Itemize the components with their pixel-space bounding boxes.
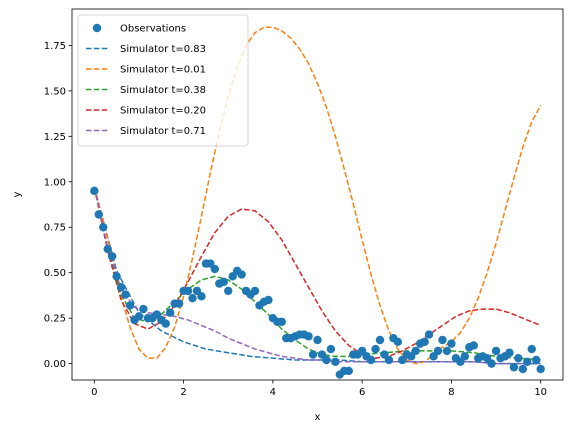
series-line — [93, 26, 542, 365]
observation-point — [210, 264, 220, 274]
y-axis-label: y — [12, 191, 23, 197]
observation-point — [99, 223, 108, 232]
observation-point — [125, 301, 135, 310]
observation-point — [469, 341, 478, 350]
observation-point — [197, 292, 206, 301]
observation-point — [112, 272, 121, 281]
observation-point — [438, 335, 447, 345]
legend-marker — [92, 23, 102, 33]
legend-label: Simulator t=0.20 — [120, 106, 206, 117]
y-tick-label: 0.75 — [44, 223, 66, 234]
observation-point — [134, 312, 144, 321]
observation-point — [139, 304, 148, 314]
observation-point — [371, 344, 380, 354]
x-tick-label: 4 — [270, 387, 276, 398]
observation-point — [224, 286, 233, 296]
observation-point — [393, 337, 403, 347]
legend-label: Simulator t=0.71 — [120, 126, 206, 137]
plot-frame — [71, 8, 564, 381]
legend: Observations Simulator t=0.83 Simulator t=… — [77, 14, 249, 147]
y-tick-label: 1.00 — [44, 177, 66, 188]
observation-point — [460, 352, 469, 361]
observation-point — [514, 353, 523, 363]
observation-point — [166, 308, 175, 317]
observation-point — [219, 277, 228, 286]
observation-point — [103, 244, 112, 254]
observation-point — [308, 350, 318, 359]
series-line — [93, 187, 541, 365]
observation-point — [313, 335, 322, 345]
legend-label: Simulator t=0.01 — [120, 65, 206, 76]
observation-point — [326, 344, 336, 354]
observation-point — [384, 355, 394, 365]
x-tick-label: 0 — [91, 387, 97, 398]
y-tick-label: 0.25 — [44, 314, 66, 325]
observation-point — [366, 355, 376, 365]
observation-point — [509, 363, 519, 372]
y-tick-label: 0.50 — [44, 268, 66, 279]
observation-point — [344, 366, 353, 376]
observation-point — [116, 283, 126, 292]
observation-point — [424, 330, 434, 339]
legend-box — [77, 14, 249, 147]
observation-point — [487, 359, 496, 368]
y-tick-label: 1.25 — [44, 132, 66, 143]
observation-point — [277, 317, 286, 326]
observation-point — [442, 346, 452, 356]
y-tick-label: 1.75 — [44, 41, 66, 52]
observation-point — [183, 286, 193, 296]
observation-point — [121, 290, 130, 299]
observation-point — [107, 252, 117, 261]
legend-label: Simulator t=0.83 — [120, 44, 206, 55]
observation-point — [411, 346, 420, 356]
observation-point — [264, 295, 273, 305]
observation-point — [375, 335, 385, 345]
observation-point — [518, 364, 528, 374]
observation-point — [331, 357, 340, 367]
x-axis-label: x — [315, 412, 321, 423]
legend-label: Simulator t=0.38 — [120, 85, 206, 96]
observation-point — [505, 348, 514, 357]
x-tick-label: 2 — [180, 387, 186, 398]
y-tick-label: 0.00 — [44, 359, 66, 370]
observation-point — [174, 299, 184, 308]
observation-point — [237, 270, 246, 279]
observation-point — [250, 286, 260, 296]
observation-point — [161, 319, 170, 328]
observation-point — [433, 346, 443, 356]
observation-point — [447, 339, 456, 348]
observation-point — [523, 357, 532, 367]
observation-point — [536, 364, 545, 374]
y-tick-label: 1.50 — [44, 86, 66, 97]
observation-point — [90, 186, 99, 196]
observation-point — [94, 210, 103, 219]
x-tick-label: 10 — [534, 387, 547, 398]
observation-point — [420, 337, 429, 347]
series-line — [93, 187, 541, 365]
observation-point — [304, 332, 313, 341]
observation-point — [491, 346, 501, 356]
x-tick-label: 6 — [359, 387, 365, 398]
y-axis: 0.00 0.25 0.50 0.75 1.00 1.25 1.50 1.75 — [44, 41, 72, 370]
observation-point — [188, 293, 197, 303]
observation-point — [322, 355, 331, 365]
observation-point — [527, 344, 536, 354]
x-axis: 0 2 4 6 8 10 — [91, 380, 547, 398]
legend-label: Observations — [120, 24, 186, 35]
observation-point — [532, 355, 541, 365]
x-tick-label: 8 — [448, 387, 454, 398]
